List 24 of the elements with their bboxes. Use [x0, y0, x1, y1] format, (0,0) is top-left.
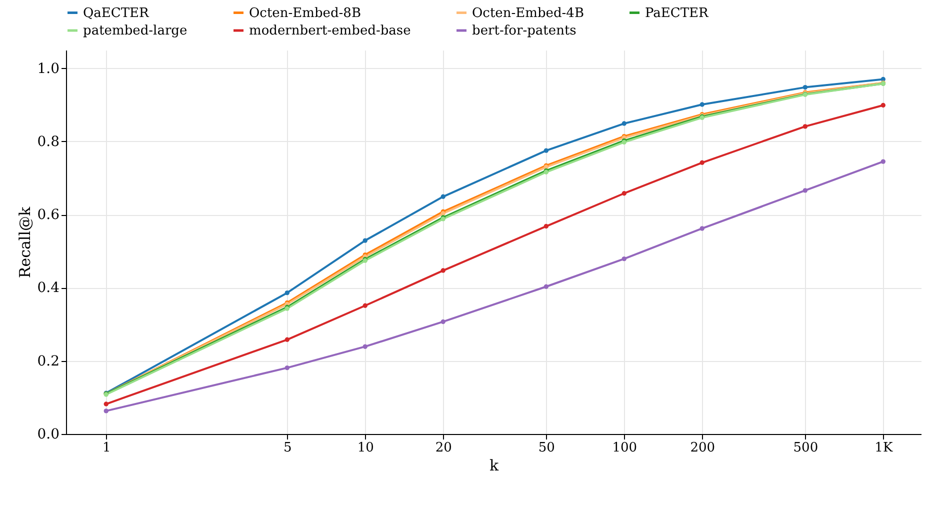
x-tick-label: 10: [357, 440, 374, 456]
y-tick-label: 0.4: [37, 280, 60, 296]
legend-label: PaECTER: [645, 6, 710, 21]
x-tick-label: 1: [102, 440, 111, 456]
y-tick-label: 0.6: [37, 207, 60, 224]
x-tick-label: 20: [435, 440, 452, 456]
x-tick-label: 100: [612, 440, 638, 456]
y-axis-title: Recall@k: [16, 206, 34, 278]
y-tick-label: 0.8: [37, 134, 60, 150]
x-tick-label: 500: [793, 440, 818, 456]
legend-label: modernbert-embed-base: [249, 24, 412, 38]
x-tick-label: 50: [538, 440, 555, 456]
x-tick-label: 5: [284, 440, 292, 456]
legend-label: Octen-Embed-4B: [472, 6, 584, 21]
y-tick-label: 1.0: [37, 60, 60, 77]
legend-label: patembed-large: [83, 24, 188, 38]
x-tick-label: 200: [690, 440, 716, 456]
x-axis-title: k: [489, 456, 500, 474]
legend-label: QaECTER: [83, 6, 150, 21]
y-tick-label: 0.0: [37, 426, 60, 442]
legend-label: Octen-Embed-8B: [249, 6, 361, 21]
x-tick-label: 1K: [874, 440, 893, 456]
y-tick-label: 0.2: [37, 353, 60, 370]
legend-label: bert-for-patents: [472, 24, 576, 38]
